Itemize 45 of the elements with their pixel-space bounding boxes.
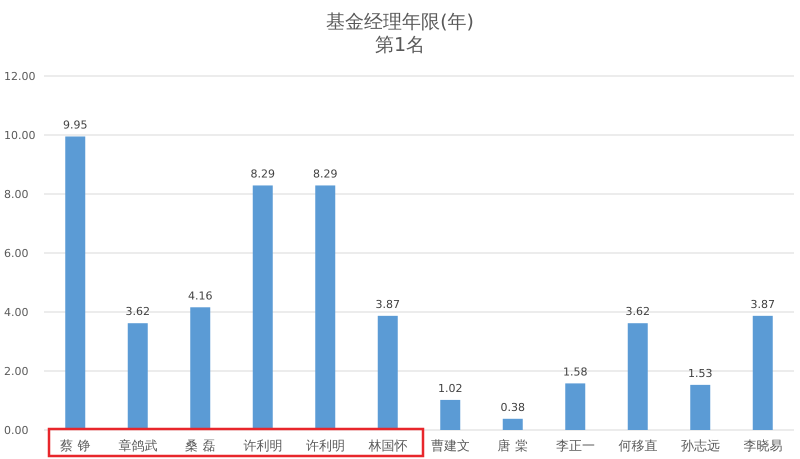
x-tick-label: 许利明 <box>243 439 282 454</box>
bar <box>690 384 710 430</box>
chart-subtitle: 第1名 <box>374 34 426 56</box>
x-tick-label: 林国怀 <box>367 439 408 454</box>
bar <box>65 136 86 430</box>
x-tick-label: 孙志远 <box>680 439 720 454</box>
y-tick-label: 6.00 <box>4 247 28 260</box>
x-tick-label: 李正一 <box>556 439 595 454</box>
y-tick-label: 0.00 <box>4 424 28 437</box>
y-tick-label: 8.00 <box>4 188 28 201</box>
y-tick-label: 2.00 <box>4 365 28 378</box>
data-label: 1.02 <box>438 382 462 395</box>
bar <box>252 185 273 430</box>
data-label: 9.95 <box>63 118 88 132</box>
data-label: 3.87 <box>750 298 775 311</box>
chart-title: 基金经理年限(年) <box>326 11 474 33</box>
bar <box>190 307 210 430</box>
bar <box>128 323 148 430</box>
bar <box>378 316 398 430</box>
data-label: 1.53 <box>688 366 712 380</box>
data-label: 8.29 <box>250 167 275 180</box>
bar <box>565 383 586 430</box>
data-label: 1.58 <box>563 365 588 378</box>
x-tick-label: 何移直 <box>618 439 658 454</box>
x-tick-label: 桑 磊 <box>185 439 216 454</box>
data-label: 3.62 <box>626 305 650 318</box>
x-tick-label: 李晓易 <box>743 439 782 454</box>
data-label: 8.29 <box>313 167 338 180</box>
x-tick-label: 曹建文 <box>430 439 470 454</box>
x-tick-label: 蔡 铮 <box>60 439 90 454</box>
bar <box>502 418 523 430</box>
x-tick-label: 章鸽武 <box>118 439 158 454</box>
y-tick-label: 12.00 <box>4 70 36 83</box>
data-label: 4.16 <box>188 289 212 302</box>
data-label: 3.87 <box>376 298 400 311</box>
x-tick-label: 许利明 <box>306 439 345 454</box>
bar <box>440 400 460 430</box>
x-tick-label: 唐 棠 <box>498 439 528 454</box>
bar <box>752 316 773 430</box>
bar <box>628 323 648 430</box>
bar <box>315 185 336 430</box>
y-tick-label: 4.00 <box>4 306 28 319</box>
y-tick-label: 10.00 <box>4 129 36 142</box>
data-label: 0.38 <box>500 400 525 414</box>
data-label: 3.62 <box>126 305 150 318</box>
